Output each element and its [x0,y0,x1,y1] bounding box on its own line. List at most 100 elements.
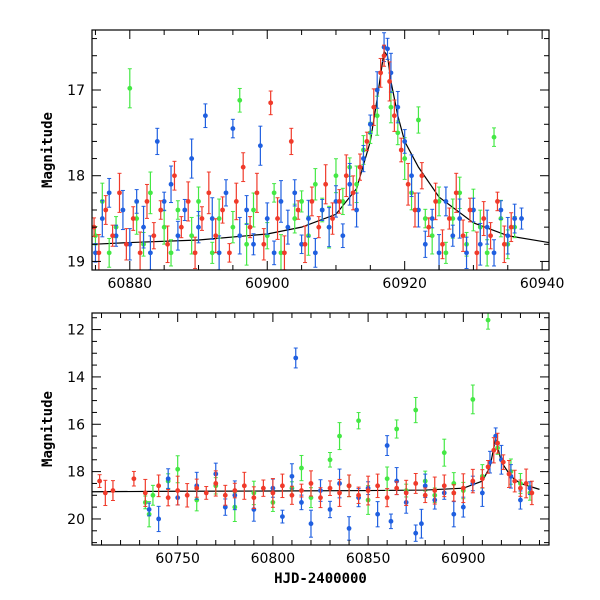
data-point [451,490,457,496]
y-tick-label: 14 [67,370,85,386]
data-point [261,241,267,247]
data-point [142,490,148,496]
data-point [199,216,205,221]
top-panel: 60880 60900 60920 60940 17 18 19 Magnitude [40,29,565,292]
data-point [241,483,247,489]
data-point [130,216,136,221]
data-point [326,224,332,230]
data-point [275,216,280,221]
data-point [120,207,126,213]
data-point [158,207,164,213]
data-point [343,173,349,179]
data-point [318,495,323,501]
data-point [330,216,335,221]
x-tick-label: 60920 [382,276,427,292]
data-point [340,199,346,204]
data-point [471,207,476,213]
data-point [230,224,236,230]
data-point [354,181,359,187]
y-tick-label: 12 [67,323,85,339]
data-point [93,250,98,256]
data-point [391,113,397,119]
data-point [257,143,263,149]
data-point [288,139,294,144]
data-point [227,250,232,256]
data-point [485,464,491,470]
data-point [127,241,133,247]
data-point [446,216,452,221]
data-point [127,85,133,91]
y-tick-label: 17 [67,83,85,99]
data-point [394,426,400,432]
data-point [395,104,401,110]
data-point [175,488,181,493]
data-point [264,216,270,221]
x-axis-label: HJD-2400000 [274,571,367,587]
data-point [479,476,485,482]
data-point [202,113,208,119]
data-point [168,181,174,187]
data-point [308,521,314,527]
data-point [189,156,195,161]
data-point [151,233,157,239]
data-point [413,407,419,413]
data-point [443,199,449,204]
data-point [184,492,190,498]
data-point [474,250,480,256]
data-point [280,483,285,489]
plot-area [92,32,549,270]
data-point [161,199,167,204]
data-point [498,207,504,213]
data-point [237,97,243,103]
data-point [333,199,339,204]
data-point [484,250,490,256]
data-point [477,241,483,247]
data-point [402,156,408,161]
data-point [216,216,222,221]
y-axis-label: Magnitude [40,112,56,188]
data-point [156,483,162,489]
data-point [460,233,466,239]
data-point [299,499,304,505]
data-point [134,199,140,204]
data-point [222,504,228,510]
data-point [413,481,419,486]
data-point [172,173,177,179]
data-point [316,224,322,230]
data-point [150,492,156,498]
data-point [113,233,119,239]
data-point [512,216,518,221]
data-point [131,476,137,482]
x-tick-label: 60940 [520,276,565,292]
data-point [443,250,449,256]
data-point [485,317,491,323]
data-point [412,207,418,213]
data-point [161,224,167,230]
data-point [99,216,105,221]
data-point [292,190,298,196]
data-point [518,497,523,503]
data-point [148,190,153,196]
data-point [289,473,295,479]
data-point [347,181,353,187]
data-point [385,46,390,52]
data-point [481,216,487,221]
data-point [333,173,339,179]
data-point [450,216,456,221]
data-point [244,241,250,247]
data-point [308,481,314,486]
data-point [271,190,277,196]
data-point [278,199,284,204]
data-point [491,250,497,256]
data-point [156,516,162,522]
data-point [403,490,409,496]
x-tick-label: 60900 [245,276,290,292]
data-point [178,224,184,230]
data-point [254,190,260,196]
data-point [371,104,377,110]
data-point [394,485,400,491]
data-point [175,233,181,239]
data-point [518,485,523,491]
data-point [337,490,342,496]
data-point [450,233,456,239]
